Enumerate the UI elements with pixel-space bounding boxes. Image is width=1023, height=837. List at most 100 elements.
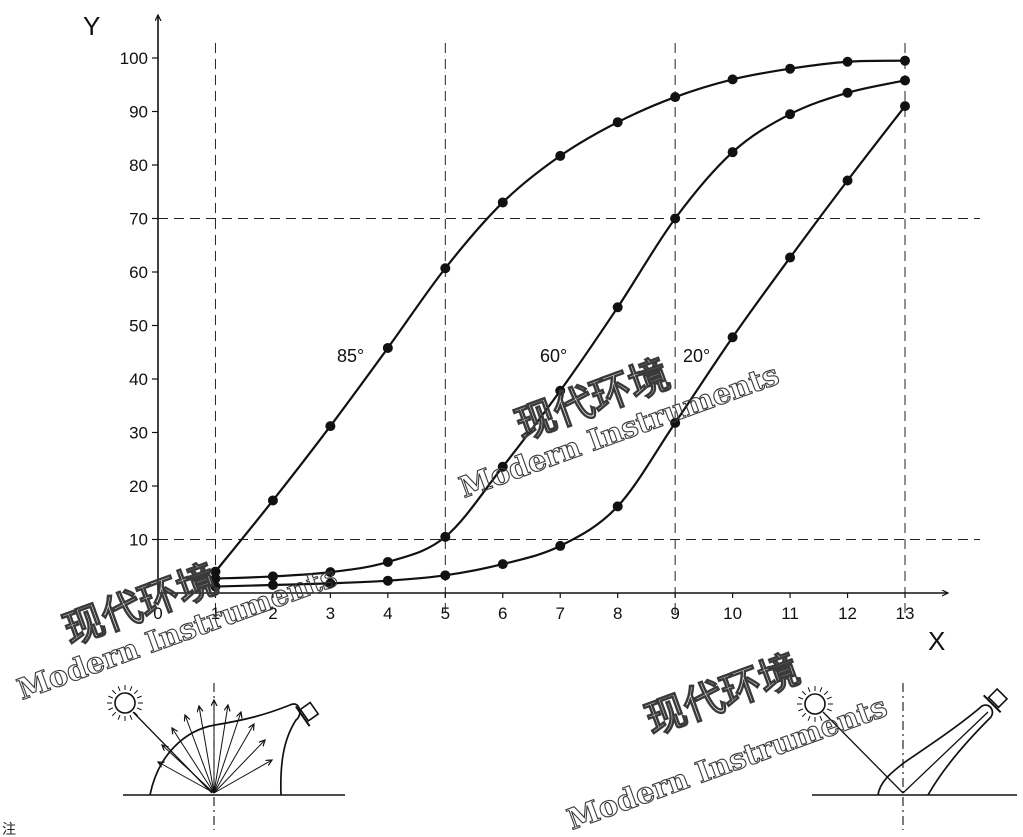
data-point xyxy=(785,63,796,74)
light-rays xyxy=(107,685,143,721)
x-tick-label: 13 xyxy=(896,604,915,623)
scatter-arrow xyxy=(199,706,215,794)
data-point xyxy=(267,571,278,582)
scatter-arrows xyxy=(158,700,272,794)
scatter-arrow xyxy=(213,724,254,794)
data-point xyxy=(325,567,336,578)
y-tick-label: 10 xyxy=(129,531,148,550)
series-group xyxy=(210,55,910,592)
data-point xyxy=(497,461,508,472)
series-line-2 xyxy=(215,105,906,588)
watermark: 现代环境 Modern Instruments xyxy=(12,555,342,707)
ray xyxy=(133,711,139,717)
x-tick-label: 5 xyxy=(441,604,450,623)
series-label-20: 20° xyxy=(683,346,710,366)
data-point xyxy=(612,501,623,512)
ray xyxy=(826,708,832,712)
ray xyxy=(823,690,829,696)
data-point xyxy=(670,417,681,428)
data-point xyxy=(900,75,910,86)
ray xyxy=(136,695,142,699)
data-point xyxy=(900,55,910,66)
scatter-arrow xyxy=(185,715,215,794)
ray xyxy=(129,714,133,720)
ray xyxy=(826,696,832,700)
data-point xyxy=(727,74,738,85)
ray xyxy=(129,686,133,692)
ray xyxy=(807,715,811,721)
series-label-60: 60° xyxy=(540,346,567,366)
data-point xyxy=(842,175,853,186)
y-tick-label: 30 xyxy=(129,424,148,443)
x-tick-label: 1 xyxy=(211,604,220,623)
y-tick-label: 70 xyxy=(129,210,148,229)
ray xyxy=(108,695,114,699)
scatter-arrow xyxy=(213,712,241,794)
x-tick-label: 6 xyxy=(498,604,507,623)
ray xyxy=(117,714,121,720)
y-tick-label: 60 xyxy=(129,263,148,282)
x-axis-title: X xyxy=(928,626,945,656)
scatter-arrow xyxy=(162,745,215,794)
data-point xyxy=(325,578,336,589)
ray xyxy=(801,712,807,718)
data-point xyxy=(210,573,221,584)
detector-icon xyxy=(982,687,1009,714)
y-tick-label: 90 xyxy=(129,103,148,122)
data-point xyxy=(267,579,278,590)
data-point xyxy=(325,421,336,432)
data-point xyxy=(785,252,796,263)
diffuse-reflection-illustration xyxy=(107,683,345,830)
watermark: 现代环境 Modern Instruments xyxy=(454,350,784,505)
data-point xyxy=(900,101,910,112)
reference-lines xyxy=(158,43,980,615)
x-tick-label: 4 xyxy=(383,604,392,623)
data-point xyxy=(785,109,796,120)
x-tick-label: 12 xyxy=(838,604,857,623)
detector-icon xyxy=(295,701,320,727)
data-point xyxy=(210,581,221,592)
y-tick-label: 20 xyxy=(129,477,148,496)
y-tick-label: 50 xyxy=(129,317,148,336)
data-point xyxy=(440,570,451,581)
data-point xyxy=(727,147,738,158)
light-source-icon xyxy=(114,692,136,714)
series-line-0 xyxy=(214,59,906,573)
watermark: 现代环境 Modern Instruments xyxy=(562,645,892,837)
x-tick-label: 8 xyxy=(613,604,622,623)
ray xyxy=(819,687,823,693)
ray xyxy=(807,687,811,693)
data-point xyxy=(842,56,853,67)
light-source-icon xyxy=(804,693,826,715)
ray xyxy=(819,715,823,721)
data-point xyxy=(670,213,681,224)
data-point xyxy=(497,559,508,570)
data-point xyxy=(555,540,566,551)
data-point xyxy=(382,556,393,567)
x-tick-label: 3 xyxy=(326,604,335,623)
y-tick-group: 10 20 30 40 50 60 70 80 90 100 xyxy=(120,49,158,550)
x-tick-label: 11 xyxy=(781,604,799,623)
y-tick-label: 80 xyxy=(129,156,148,175)
ray xyxy=(133,689,139,695)
ray xyxy=(798,708,804,712)
data-point xyxy=(440,531,451,542)
axes xyxy=(158,15,948,593)
ray xyxy=(801,690,807,696)
data-point xyxy=(440,263,451,274)
ray xyxy=(117,686,121,692)
specular-reflection-illustration xyxy=(797,683,1017,830)
x-tick-label: 10 xyxy=(723,604,742,623)
scatter-arrow xyxy=(213,740,265,794)
scatter-arrow xyxy=(213,705,228,794)
series-line-1 xyxy=(215,79,906,580)
data-point xyxy=(497,197,508,208)
data-point xyxy=(670,92,681,103)
ray xyxy=(798,696,804,700)
ray xyxy=(111,711,117,717)
data-point xyxy=(555,385,566,396)
data-point xyxy=(727,332,738,343)
data-point xyxy=(612,117,623,128)
data-point xyxy=(382,342,393,353)
